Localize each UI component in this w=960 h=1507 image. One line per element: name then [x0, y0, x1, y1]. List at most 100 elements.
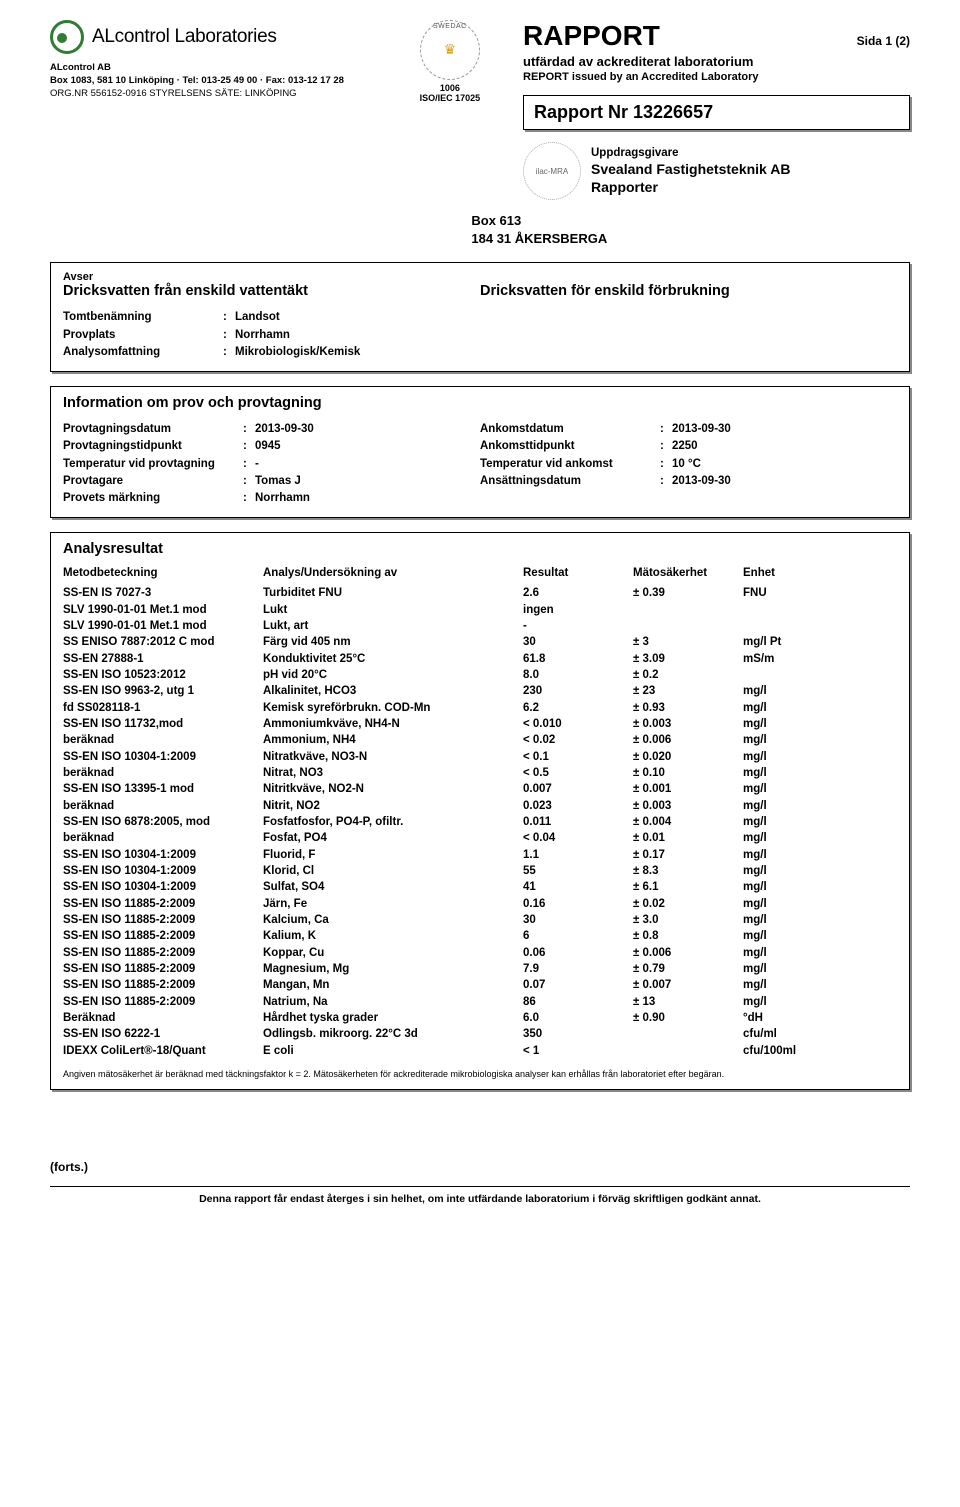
info-kv-row: Provets märkning:Norrhamn [63, 490, 480, 507]
avser-left: Dricksvatten från enskild vattentäkt [63, 283, 480, 299]
report-number-box: Rapport Nr 13226657 [523, 95, 910, 130]
client-heading: Uppdragsgivare [591, 147, 790, 159]
col-result: Resultat [523, 567, 633, 579]
swedac-crown-icon: ♛ [421, 41, 479, 58]
cell-uncert [633, 602, 743, 618]
analys-row: SS-EN ISO 11885-2:2009Järn, Fe0.16± 0.02… [63, 896, 897, 912]
brand-logo-row: ALcontrol Laboratories [50, 20, 377, 54]
cell-uncert: ± 6.1 [633, 879, 743, 895]
cell-analys: Nitratkväve, NO3-N [263, 749, 523, 765]
cell-result: 8.0 [523, 667, 633, 683]
cell-unit [743, 618, 897, 634]
cell-unit: mg/l [743, 798, 897, 814]
cell-method: SS ENISO 7887:2012 C mod [63, 634, 263, 650]
cell-result: 2.6 [523, 585, 633, 601]
cell-uncert [633, 618, 743, 634]
col-method: Metodbeteckning [63, 567, 263, 579]
cell-result: < 1 [523, 1043, 633, 1059]
cell-unit: mg/l [743, 814, 897, 830]
cell-uncert: ± 0.003 [633, 716, 743, 732]
cell-method: SS-EN ISO 11885-2:2009 [63, 896, 263, 912]
cell-analys: Sulfat, SO4 [263, 879, 523, 895]
avser-label: Avser [63, 271, 897, 283]
analys-row: SS-EN ISO 9963-2, utg 1Alkalinitet, HCO3… [63, 683, 897, 699]
cell-unit: cfu/ml [743, 1026, 897, 1042]
brand-logo-icon [50, 20, 84, 54]
cell-uncert: ± 0.10 [633, 765, 743, 781]
cell-analys: Koppar, Cu [263, 945, 523, 961]
analys-row: beräknadNitrat, NO3< 0.5± 0.10mg/l [63, 765, 897, 781]
cell-uncert: ± 0.17 [633, 847, 743, 863]
avser-kv-row: Analysomfattning:Mikrobiologisk/Kemisk [63, 344, 897, 361]
cell-analys: Kalcium, Ca [263, 912, 523, 928]
kv-value: 2013-09-30 [672, 473, 731, 490]
cell-result: 6.0 [523, 1010, 633, 1026]
info-kv-row: Ankomstdatum:2013-09-30 [480, 421, 897, 438]
cell-result: 41 [523, 879, 633, 895]
cell-method: SS-EN ISO 11885-2:2009 [63, 928, 263, 944]
cell-uncert: ± 0.004 [633, 814, 743, 830]
analys-row: SS-EN ISO 11885-2:2009Kalcium, Ca30± 3.0… [63, 912, 897, 928]
analys-row: SS-EN ISO 11732,modAmmoniumkväve, NH4-N<… [63, 716, 897, 732]
kv-value: 2013-09-30 [255, 421, 314, 438]
cell-result: < 0.010 [523, 716, 633, 732]
cell-analys: Lukt, art [263, 618, 523, 634]
analys-row: SS-EN ISO 11885-2:2009Magnesium, Mg7.9± … [63, 961, 897, 977]
cell-method: beräknad [63, 732, 263, 748]
kv-key: Provplats [63, 327, 223, 344]
client-dept: Rapporter [591, 179, 790, 195]
cell-result: 1.1 [523, 847, 633, 863]
avser-kv-row: Tomtbenämning:Landsot [63, 309, 897, 326]
kv-value: 10 °C [672, 456, 701, 473]
cell-result: 0.16 [523, 896, 633, 912]
cell-uncert: ± 0.007 [633, 977, 743, 993]
cell-unit: mg/l [743, 896, 897, 912]
cell-method: SS-EN ISO 11732,mod [63, 716, 263, 732]
cell-unit: mg/l [743, 830, 897, 846]
kv-key: Provtagningsdatum [63, 421, 243, 438]
cell-result: 6.2 [523, 700, 633, 716]
cell-analys: Turbiditet FNU [263, 585, 523, 601]
cell-uncert: ± 0.79 [633, 961, 743, 977]
reproduction-notice: Denna rapport får endast återges i sin h… [50, 1186, 910, 1205]
cell-unit: mg/l [743, 863, 897, 879]
cell-method: SLV 1990-01-01 Met.1 mod [63, 618, 263, 634]
kv-value: 0945 [255, 438, 281, 455]
cell-analys: Mangan, Mn [263, 977, 523, 993]
kv-key: Temperatur vid ankomst [480, 456, 660, 473]
cell-uncert: ± 0.8 [633, 928, 743, 944]
swedac-seal-icon: ♛ [420, 20, 480, 80]
info-kv-row: Provtagare:Tomas J [63, 473, 480, 490]
brand-name: ALcontrol Laboratories [92, 26, 277, 48]
kv-key: Ansättningsdatum [480, 473, 660, 490]
cell-uncert: ± 3.0 [633, 912, 743, 928]
cell-result: 0.007 [523, 781, 633, 797]
cell-unit: mg/l [743, 912, 897, 928]
col-analys: Analys/Undersökning av [263, 567, 523, 579]
kv-value: Norrhamn [235, 327, 290, 344]
cell-uncert: ± 0.90 [633, 1010, 743, 1026]
cell-result: 350 [523, 1026, 633, 1042]
cell-analys: Lukt [263, 602, 523, 618]
cell-unit: mg/l [743, 977, 897, 993]
cell-unit: cfu/100ml [743, 1043, 897, 1059]
cell-uncert: ± 0.001 [633, 781, 743, 797]
cell-method: SS-EN ISO 6878:2005, mod [63, 814, 263, 830]
cell-unit: FNU [743, 585, 897, 601]
cell-method: SS-EN ISO 10304-1:2009 [63, 879, 263, 895]
cell-result: 0.06 [523, 945, 633, 961]
cell-result: ingen [523, 602, 633, 618]
analys-row: beräknadFosfat, PO4< 0.04± 0.01mg/l [63, 830, 897, 846]
kv-key: Tomtbenämning [63, 309, 223, 326]
info-kv-row: Ansättningsdatum:2013-09-30 [480, 473, 897, 490]
cell-analys: Fosfat, PO4 [263, 830, 523, 846]
ilac-mra-seal-icon: ilac-MRA [523, 142, 581, 200]
company-name: ALcontrol AB [50, 62, 377, 75]
kv-key: Temperatur vid provtagning [63, 456, 243, 473]
cell-method: beräknad [63, 765, 263, 781]
info-kv-row: Provtagningsdatum:2013-09-30 [63, 421, 480, 438]
cell-analys: Kemisk syreförbrukn. COD-Mn [263, 700, 523, 716]
analys-row: SS-EN ISO 6878:2005, modFosfatfosfor, PO… [63, 814, 897, 830]
avser-right: Dricksvatten för enskild förbrukning [480, 283, 897, 299]
cell-analys: Nitritkväve, NO2-N [263, 781, 523, 797]
